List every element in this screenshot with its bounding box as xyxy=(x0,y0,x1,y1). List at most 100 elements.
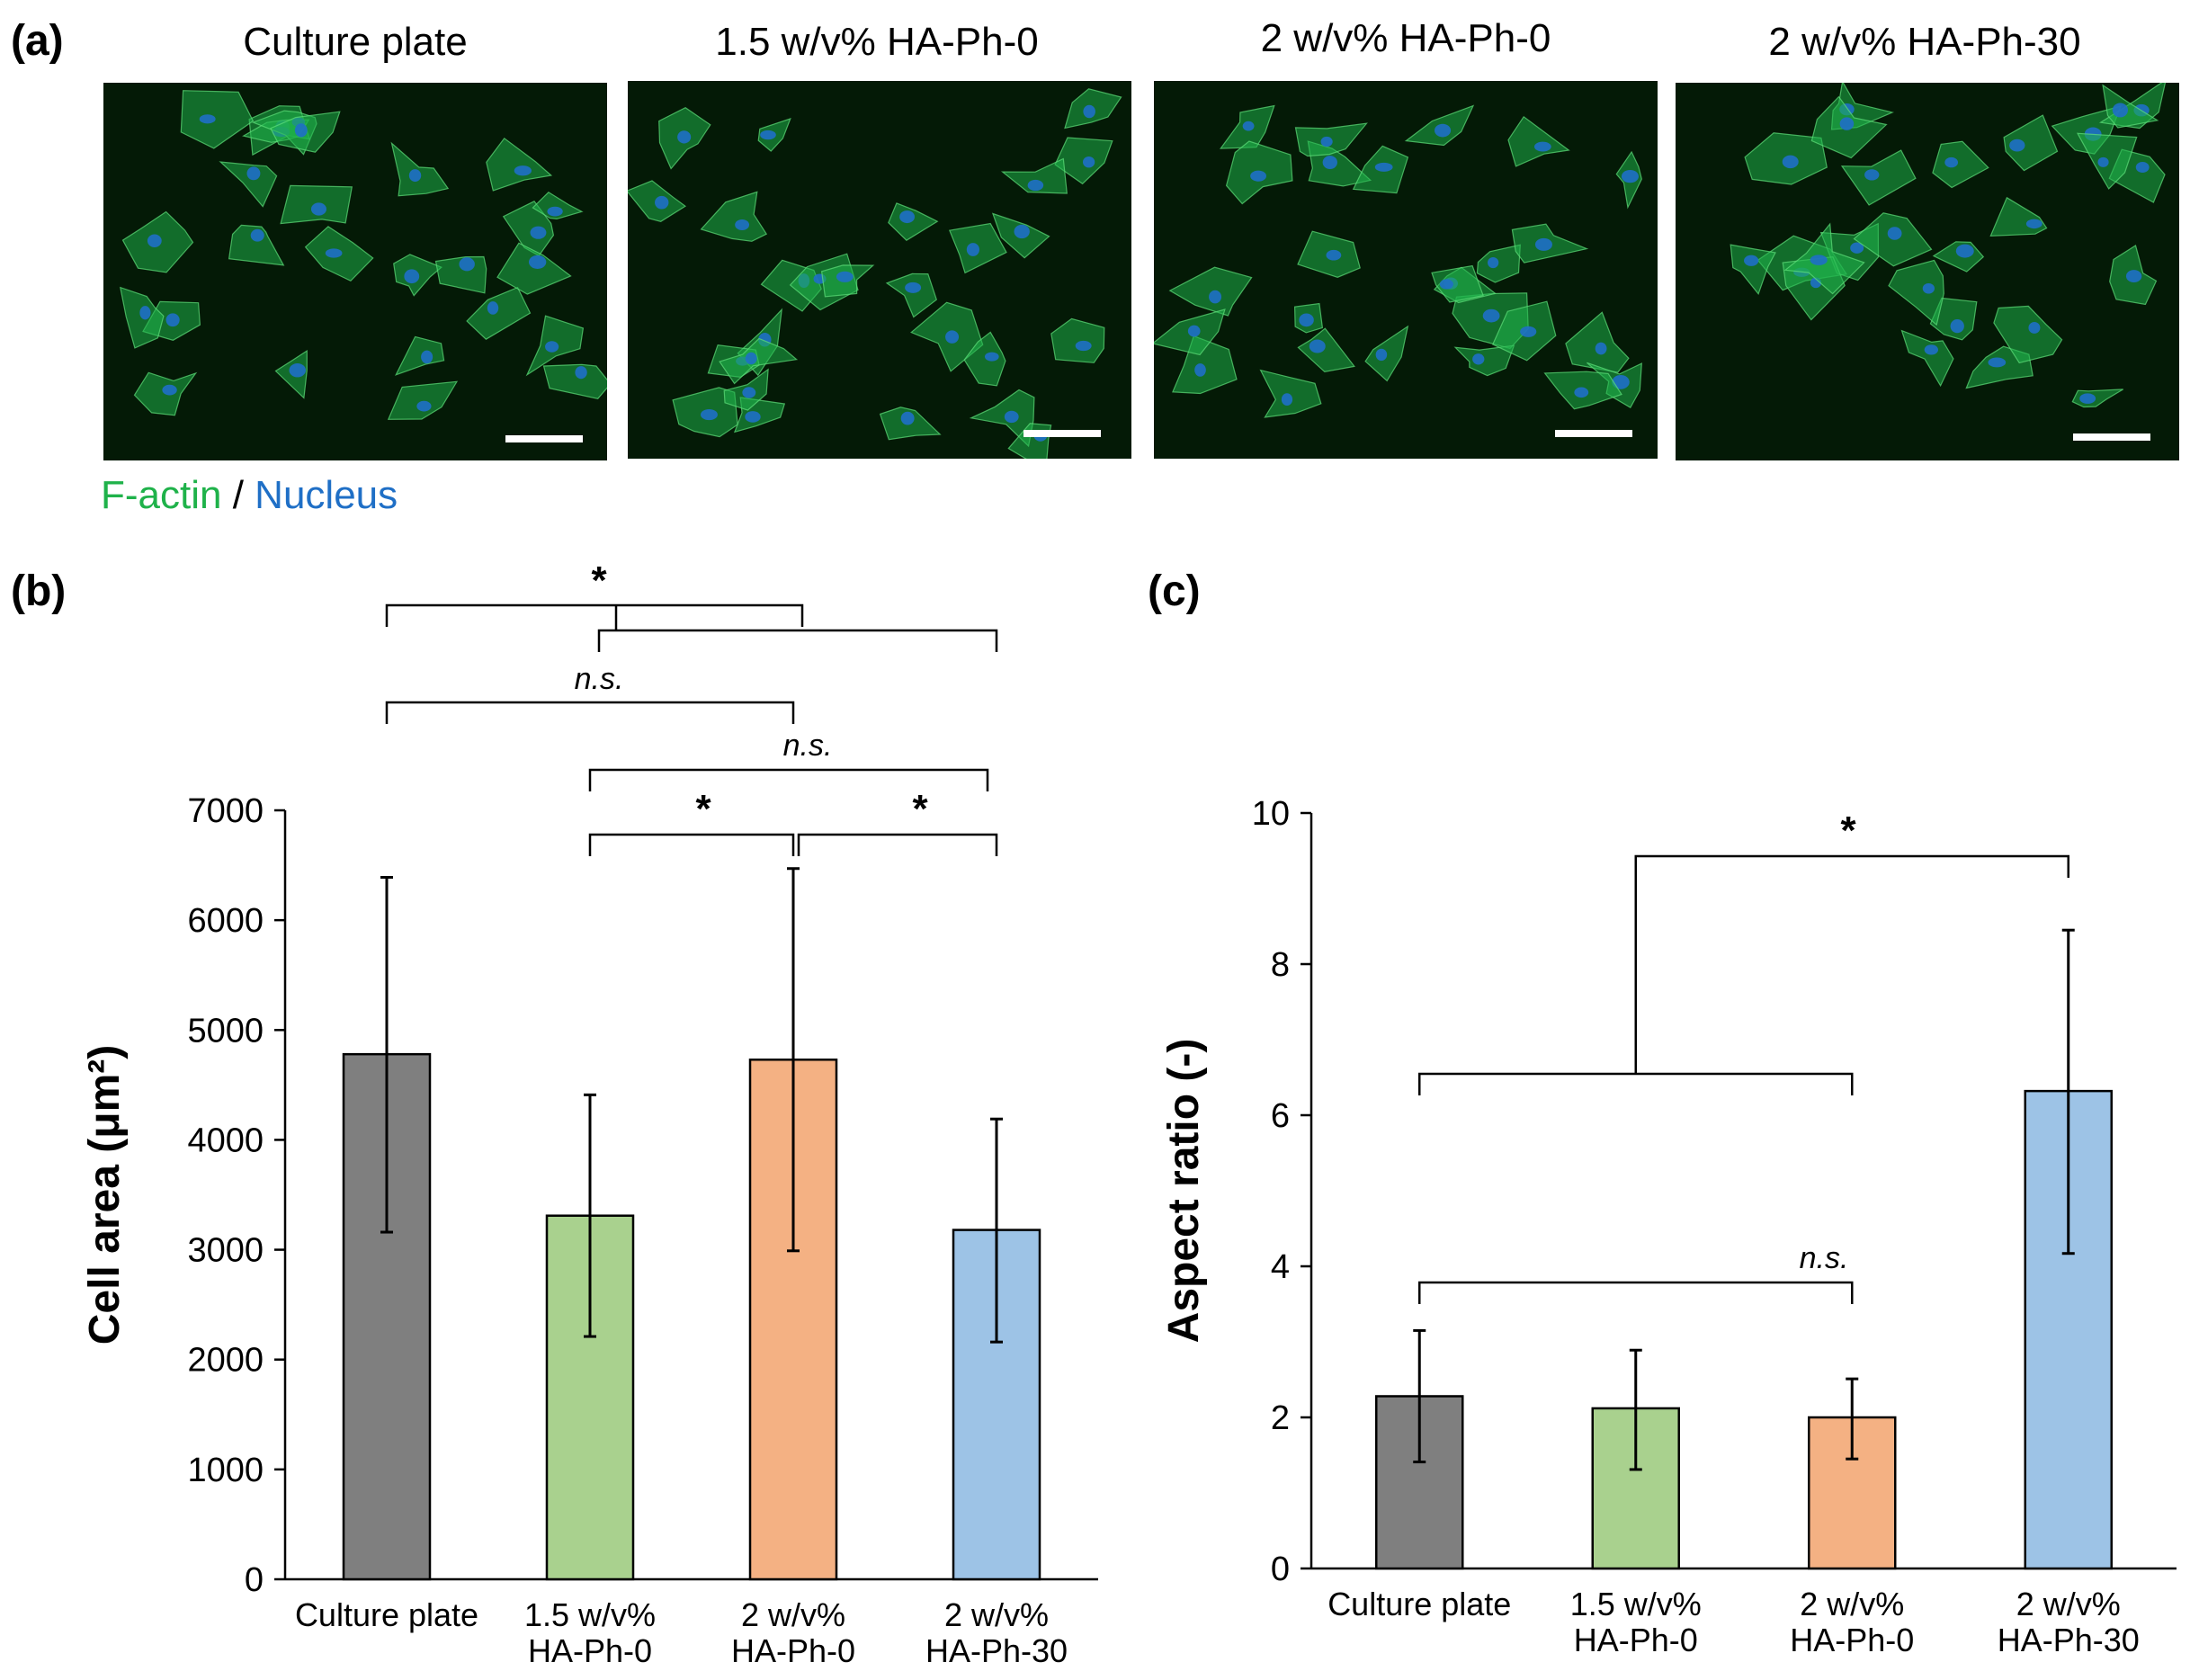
cell-nucleus xyxy=(1782,155,1799,169)
scale-bar xyxy=(1023,430,1101,437)
cell-nucleus xyxy=(1326,249,1342,261)
cell-nucleus xyxy=(545,341,559,353)
cell-nucleus xyxy=(408,169,422,183)
cell-nucleus xyxy=(250,228,264,242)
micrograph-title-2-ha-ph-0: 2 w/v% HA-Ph-0 xyxy=(1260,16,1551,60)
y-tick-label: 0 xyxy=(1271,1550,1290,1588)
cell-nucleus xyxy=(147,234,162,247)
cell-nucleus xyxy=(530,226,547,239)
cell-nucleus xyxy=(1375,348,1388,362)
cell-nucleus xyxy=(162,384,177,396)
x-tick-label: 1.5 w/v% xyxy=(1570,1586,1702,1622)
cell-nucleus xyxy=(1864,169,1880,181)
cell-nucleus xyxy=(246,166,261,181)
cell-nucleus xyxy=(165,313,180,327)
cell-nucleus xyxy=(1075,340,1092,352)
significance-label: n.s. xyxy=(783,728,833,763)
cell-nucleus xyxy=(325,248,343,258)
cell-factin xyxy=(1259,369,1322,418)
significance-bracket xyxy=(588,768,989,791)
micrograph-2-ha-ph-30 xyxy=(1676,83,2179,460)
x-tick-label: 2 w/v% xyxy=(741,1596,845,1633)
cell-nucleus xyxy=(1595,342,1607,355)
cell-factin xyxy=(1730,244,1776,296)
x-tick-label: HA-Ph-0 xyxy=(528,1632,652,1669)
cell-nucleus xyxy=(2079,393,2096,404)
cell-nucleus xyxy=(1014,224,1030,239)
panel-label-a: (a) xyxy=(11,17,64,65)
legend-separator: / xyxy=(221,473,255,517)
cell-nucleus xyxy=(1955,244,1974,258)
significance-label: * xyxy=(695,787,711,831)
cell-factin xyxy=(2102,84,2159,129)
cell-nucleus xyxy=(547,206,563,217)
cell-nucleus xyxy=(701,409,718,421)
cell-factin xyxy=(180,90,255,149)
cell-factin xyxy=(963,331,1006,387)
scale-bar xyxy=(1555,430,1632,437)
cell-nucleus xyxy=(1924,344,1939,355)
cell-factin xyxy=(390,141,450,197)
cell-nucleus xyxy=(1281,393,1293,406)
cell-nucleus xyxy=(1242,121,1255,131)
cell-factin xyxy=(888,202,939,241)
cell-nucleus xyxy=(2112,103,2129,118)
significance-label: * xyxy=(1840,809,1856,853)
cell-factin xyxy=(1000,157,1068,194)
cell-nucleus xyxy=(1839,117,1855,130)
chart-aspect-ratio: 0 2 4 6 8 10 Aspect ratio (-) Culture plate 1.5 … xyxy=(1160,795,2177,1658)
cell-nucleus xyxy=(199,114,216,124)
cell-nucleus xyxy=(1488,256,1499,269)
cell-nucleus xyxy=(1439,279,1453,290)
x-tick-label: HA-Ph-0 xyxy=(1574,1622,1698,1658)
cell-nucleus xyxy=(945,330,960,344)
cell-factin xyxy=(700,191,768,242)
x-tick-label: 2 w/v% xyxy=(1800,1586,1904,1622)
cell-nucleus xyxy=(735,219,750,231)
cell-nucleus xyxy=(655,195,669,210)
cell-nucleus xyxy=(1250,170,1266,182)
micrograph-culture-plate xyxy=(103,83,607,460)
cell-nucleus xyxy=(1209,290,1222,304)
legend-nucleus: Nucleus xyxy=(255,473,398,517)
cell-nucleus xyxy=(1004,410,1019,424)
cell-factin xyxy=(1476,244,1521,283)
cell-nucleus xyxy=(1472,353,1485,365)
cell-nucleus xyxy=(1083,104,1095,119)
cell-nucleus xyxy=(1850,242,1864,254)
micrograph-title-2-ha-ph-30: 2 w/v% HA-Ph-30 xyxy=(1768,20,2081,64)
panel-label-c: (c) xyxy=(1148,567,1201,615)
cell-nucleus xyxy=(1309,339,1326,353)
x-tick-label: Culture plate xyxy=(1327,1586,1511,1622)
y-tick-label: 10 xyxy=(1252,795,1290,833)
y-tick-label: 8 xyxy=(1271,946,1290,984)
cell-nucleus xyxy=(528,255,547,269)
cell-factin xyxy=(1840,149,1917,206)
cell-nucleus xyxy=(1574,387,1589,398)
significance-label: * xyxy=(912,787,928,831)
y-axis-title: Aspect ratio (-) xyxy=(1160,1039,1208,1344)
cell-nucleus xyxy=(745,411,761,423)
cell-factin xyxy=(719,337,799,385)
significance-bracket xyxy=(597,629,998,652)
cell-nucleus xyxy=(900,411,915,425)
cell-nucleus xyxy=(966,243,979,256)
cell-nucleus xyxy=(1187,325,1201,337)
significance-label: n.s. xyxy=(575,662,624,696)
cell-nucleus xyxy=(487,301,499,315)
significance-bracket xyxy=(797,833,998,856)
x-tick-label: HA-Ph-30 xyxy=(925,1632,1068,1669)
x-tick-label: 2 w/v% xyxy=(944,1596,1049,1633)
significance-bracket xyxy=(385,701,795,724)
cell-factin xyxy=(885,273,938,318)
y-tick-label: 2000 xyxy=(187,1342,264,1380)
cell-nucleus xyxy=(1520,326,1537,337)
cell-factin xyxy=(1929,297,1978,341)
cell-nucleus xyxy=(421,350,434,364)
x-tick-label: 2 w/v% xyxy=(2016,1586,2121,1622)
cell-factin xyxy=(1172,335,1238,395)
y-tick-label: 6 xyxy=(1271,1097,1290,1135)
cell-nucleus xyxy=(1944,156,1959,168)
cell-nucleus xyxy=(139,306,151,320)
y-axis-title: Cell area (μm²) xyxy=(81,1045,129,1345)
